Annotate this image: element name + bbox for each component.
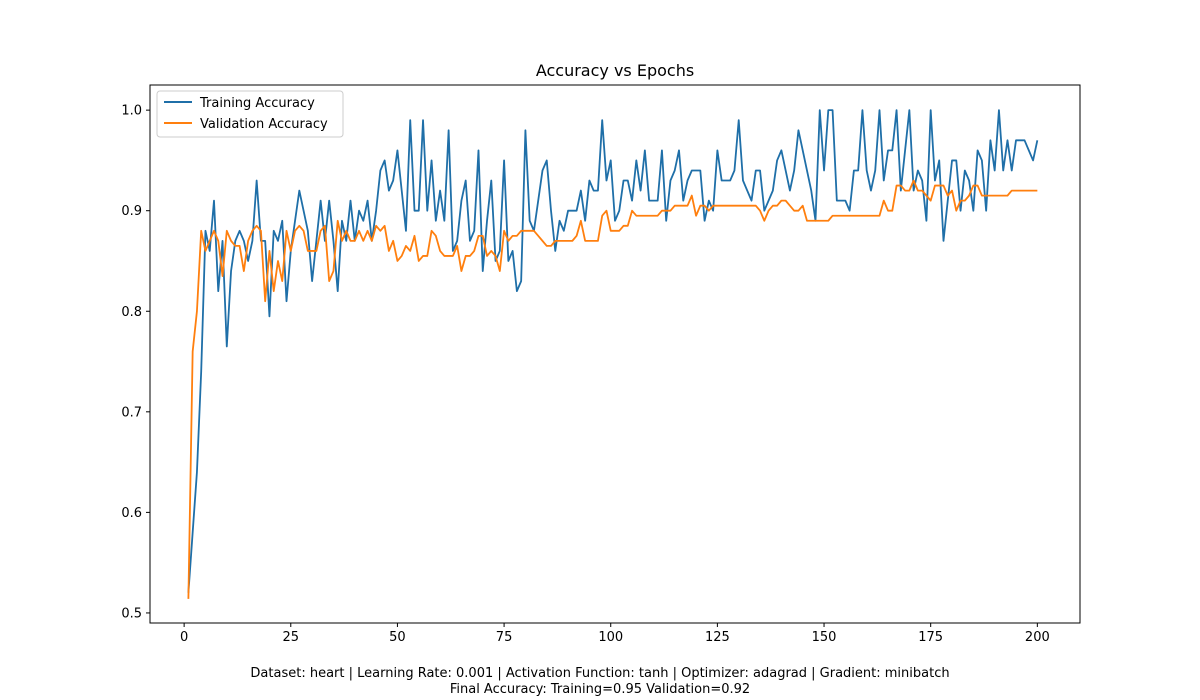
series-lines [188,110,1037,599]
caption-final-accuracy: Final Accuracy: Training=0.95 Validation… [0,682,1200,698]
y-tick-label: 0.6 [121,506,142,521]
x-tick-label: 50 [389,630,406,645]
axis-ticks: 0 25 50 75 100 125 150 175 200 0.5 0.6 0.7 0.8 0.9 1.0 [121,104,1049,645]
x-tick-label: 150 [812,630,837,645]
legend: Training Accuracy Validation Accuracy [157,91,343,137]
series-line-training [188,110,1037,593]
y-tick-label: 0.7 [121,405,142,420]
y-tick-label: 0.5 [121,606,142,621]
legend-label-validation: Validation Accuracy [200,117,328,132]
plot-frame [150,85,1080,623]
x-tick-label: 200 [1025,630,1050,645]
x-tick-label: 100 [598,630,623,645]
caption-settings: Dataset: heart | Learning Rate: 0.001 | … [0,666,1200,682]
x-tick-label: 125 [705,630,730,645]
x-tick-label: 175 [918,630,943,645]
x-tick-label: 75 [496,630,513,645]
legend-label-training: Training Accuracy [199,96,315,111]
y-tick-label: 0.9 [121,204,142,219]
chart-title: Accuracy vs Epochs [536,61,694,80]
x-tick-label: 25 [283,630,300,645]
x-tick-label: 0 [180,630,188,645]
y-tick-label: 0.8 [121,305,142,320]
y-tick-label: 1.0 [121,104,142,119]
